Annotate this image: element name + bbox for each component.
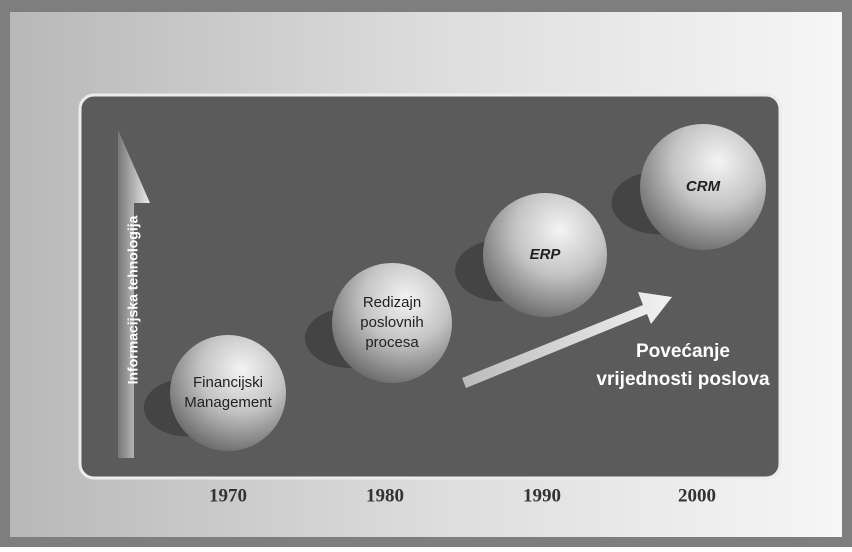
node-label: procesa [365, 334, 419, 351]
node-label: Management [184, 394, 272, 411]
year-label: 1990 [523, 485, 561, 506]
node-label: Financijski [193, 374, 263, 391]
arrow-label: vrijednosti poslova [596, 369, 770, 390]
arrow-label: Povećanje [636, 341, 730, 362]
year-label: 1970 [209, 485, 247, 506]
node-label: Redizajn [363, 294, 421, 311]
node-label: poslovnih [360, 314, 423, 331]
year-label: 2000 [678, 485, 716, 506]
node-label: CRM [686, 178, 721, 195]
node-label: ERP [530, 246, 562, 263]
year-label: 1980 [366, 485, 404, 506]
diagram: Informacijska tehnologija Povećanje vrij… [0, 0, 852, 547]
axis-label: Informacijska tehnologija [125, 215, 141, 384]
